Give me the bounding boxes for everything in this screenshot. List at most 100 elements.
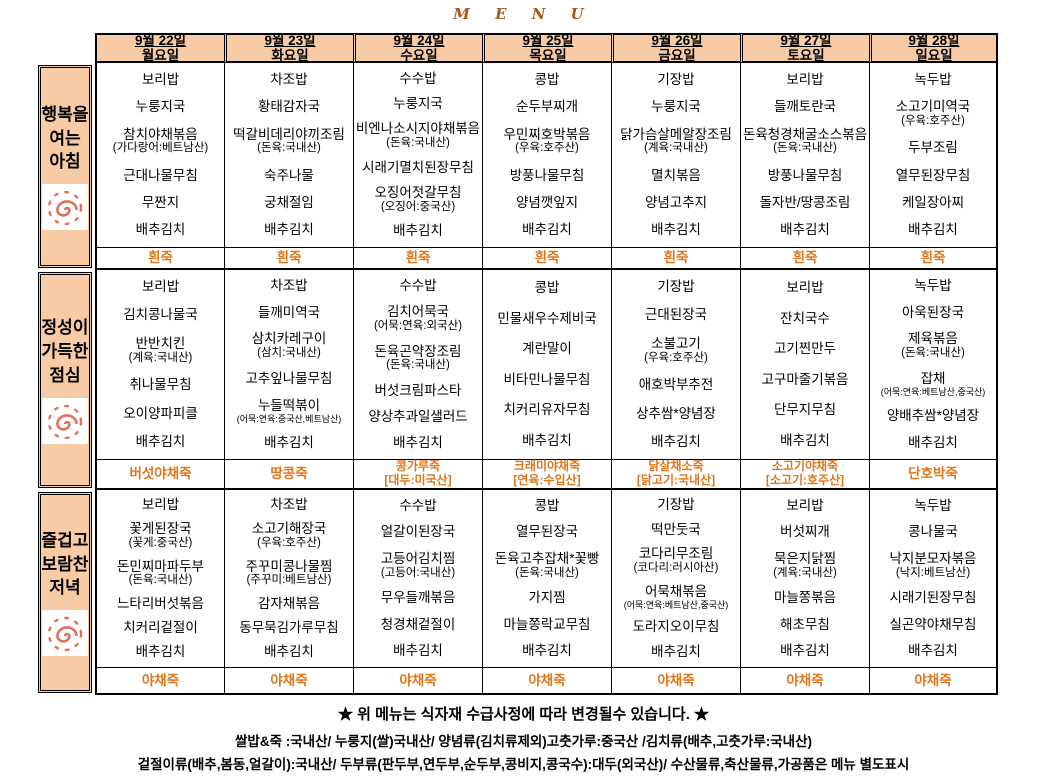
porridge-cell: 흰죽 [95, 247, 224, 270]
menu-item: 들깨토란국 [774, 99, 836, 115]
menu-item: 양배추쌈*양념장 [887, 408, 979, 424]
menu-item-name: 마늘쫑락교무침 [503, 616, 591, 632]
porridge-label: [연육:수입산] [513, 473, 581, 487]
porridge-label: 땅콩죽 [270, 466, 308, 482]
menu-item-name: 배추김치 [522, 222, 572, 238]
porridge-label: 흰죽 [792, 250, 818, 266]
meal-label-text: 정성이 가득한 점심 [41, 318, 89, 385]
menu-item-name: 수수밥 [399, 70, 437, 86]
menu-item-name: 돈민찌마파두부 [117, 558, 204, 574]
menu-item-name: 보리밥 [786, 280, 824, 296]
porridge-label: 콩가루죽 [395, 459, 441, 474]
day-header-weekday: 화요일 [271, 48, 309, 63]
menu-item: 시래기된장무침 [890, 590, 977, 606]
porridge-label: 흰죽 [148, 250, 173, 266]
menu-item-name: 해초무침 [780, 616, 830, 632]
menu-item-name: 배추김치 [264, 643, 314, 659]
porridge-label: 크래미야채죽 [513, 459, 581, 474]
menu-item-name: 배추김치 [780, 642, 830, 658]
menu-item: 마늘쫑볶음 [774, 590, 836, 606]
menu-item-name: 누룽지국 [393, 95, 443, 111]
menu-item: 배추김치 [522, 433, 572, 449]
menu-item: 잡채 (어묵:연육:베트남산,중국산) [881, 371, 986, 398]
menu-item: 돈육고추잡채*꽃빵 (돈육:국내산) [495, 551, 600, 580]
menu-item: 고구마줄기볶음 [762, 372, 849, 388]
menu-item-name: 배추김치 [908, 222, 958, 238]
menu-item: 가지찜 [528, 590, 565, 606]
menu-item: 배추김치 [651, 644, 701, 660]
menu-item: 치커리유자무침 [504, 402, 591, 418]
day-header-date: 9월 28일 [908, 32, 960, 48]
menu-item-name: 가지찜 [528, 590, 566, 606]
menu-item-name: 방풍나물무침 [509, 167, 585, 183]
day-header: 9월 27일 토요일 [740, 33, 869, 63]
day-header-date: 9월 24일 [393, 32, 445, 48]
menu-item: 보리밥 [142, 72, 179, 88]
menu-item-name: 보리밥 [786, 498, 824, 514]
menu-item: 보리밥 [142, 279, 179, 295]
porridge-cell: 크래미야채죽 [연육:수입산] [482, 459, 611, 490]
menu-item: 방풍나물무침 [768, 168, 843, 184]
menu-item-origin: (돈육:국내산) [515, 566, 579, 579]
menu-item-origin: (낙지:베트남산) [895, 566, 971, 579]
menu-item: 삼치카레구이 (삼치:국내산) [252, 331, 327, 360]
menu-item-name: 떡만둣국 [651, 521, 701, 537]
menu-item: 배추김치 [264, 222, 314, 238]
porridge-cell: 흰죽 [482, 247, 611, 270]
menu-item-origin: (돈육:국내산) [773, 142, 837, 155]
menu-item-name: 실곤약야채무침 [889, 616, 977, 632]
menu-item-name: 배추김치 [908, 642, 958, 658]
menu-item-name: 느타리버섯볶음 [117, 596, 204, 612]
menu-item: 어묵채볶음 (어묵:연육:베트남산,중국산) [624, 584, 729, 611]
menu-item: 청경채겉절이 [381, 617, 456, 633]
porridge-label: 흰죽 [663, 250, 689, 266]
day-header: 9월 28일 일요일 [869, 33, 998, 63]
menu-item: 돌자반/땅콩조림 [760, 195, 851, 211]
menu-item: 수수밥 [399, 498, 436, 514]
day-header-weekday: 수요일 [400, 48, 438, 63]
menu-item: 녹두밥 [914, 72, 951, 88]
menu-item: 돈육곤약장조림 (돈육:국내산) [375, 344, 462, 373]
menu-item: 취나물무침 [129, 377, 191, 393]
menu-item: 배추김치 [780, 222, 830, 238]
menu-item: 배추김치 [780, 643, 830, 659]
menu-item: 도라지오이무침 [633, 619, 720, 635]
menu-item: 배추김치 [651, 434, 701, 450]
menu-item-origin: (가다랑어:베트남산) [112, 142, 209, 155]
menu-item-name: 고기찐만두 [773, 341, 837, 357]
menu-table: 9월 22일 월요일 9월 23일 화요일 9월 24일 수요일 9월 25일 목요일 9월 2… [35, 33, 998, 695]
menu-item-name: 감자채볶음 [257, 596, 321, 612]
menu-item: 누룽지국 [393, 96, 443, 112]
menu-item: 반반치킨 (계육:국내산) [129, 336, 193, 365]
menu-item-name: 배추김치 [651, 643, 701, 659]
day-header: 9월 25일 목요일 [482, 33, 611, 63]
menu-item-name: 열무된장무침 [895, 167, 971, 183]
menu-cell: 보리밥 김치콩나물국 반반치킨 (계육:국내산) 취나물무침 오이양파피클 배추김치 [95, 270, 224, 459]
menu-item-name: 오징어젓갈무침 [374, 184, 462, 200]
menu-item-name: 콩나물국 [908, 524, 958, 540]
menu-item-name: 배추김치 [135, 643, 186, 659]
menu-cell: 기장밥 누룽지국 닭가슴살메알장조림 (계육:국내산) 멸치볶음 양념고추지 배추김치 [611, 63, 740, 247]
sun-spiral-icon [42, 610, 88, 657]
menu-item: 보리밥 [786, 280, 823, 296]
menu-item: 소고기해장국 (우육:호주산) [252, 521, 327, 550]
sun-spiral-icon [42, 184, 88, 231]
menu-item-name: 콩밥 [534, 71, 560, 87]
menu-item-name: 배추김치 [522, 432, 572, 448]
menu-item-name: 소불고기 [651, 335, 701, 351]
menu-item-origin: (코다리:러시아산) [633, 562, 719, 575]
porridge-label: [닭고기:국내산] [636, 473, 716, 487]
menu-item: 무짠지 [142, 195, 179, 211]
menu-item-name: 양배추쌈*양념장 [886, 408, 980, 424]
porridge-cell: 야채죽 [869, 667, 998, 695]
menu-item-name: 어묵채볶음 [644, 584, 708, 600]
menu-item: 우민찌호박볶음 (우육:호주산) [504, 127, 591, 156]
menu-item-name: 케일장아찌 [901, 194, 965, 210]
menu-item: 숙주나물 [264, 168, 314, 184]
menu-cell: 보리밥 버섯찌개 묵은지닭찜 (계육:국내산) 마늘쫑볶음 해초무침 배추김치 [740, 490, 869, 667]
menu-item-origin: (돈육:국내산) [257, 142, 321, 155]
meal-label: 정성이 가득한 점심 [38, 272, 92, 488]
menu-item: 비타민나물무침 [504, 372, 591, 388]
porridge-cell: 소고기야채죽 [소고기:호주산] [740, 459, 869, 490]
menu-item-name: 녹두밥 [914, 498, 952, 514]
